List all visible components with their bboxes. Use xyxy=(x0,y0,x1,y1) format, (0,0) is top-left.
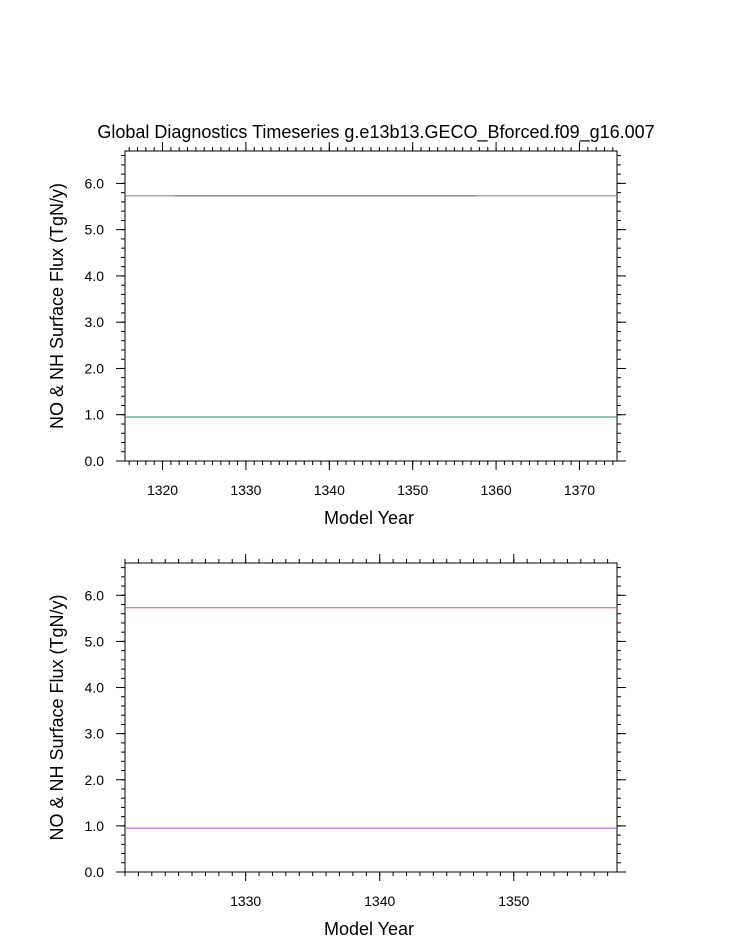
y-tick-label: 0.0 xyxy=(85,864,105,880)
y-tick-label: 5.0 xyxy=(85,222,105,238)
y-tick-label: 6.0 xyxy=(85,587,105,603)
x-tick-label: 1340 xyxy=(314,482,345,498)
y-tick-label: 1.0 xyxy=(85,407,105,423)
x-tick-label: 1340 xyxy=(364,893,395,909)
y-tick-label: 1.0 xyxy=(85,818,105,834)
x-axis-label: Model Year xyxy=(324,508,414,528)
y-tick-label: 0.0 xyxy=(85,453,105,469)
x-axis-label: Model Year xyxy=(324,919,414,939)
chart-1: Global Diagnostics Timeseries g.e13b13.G… xyxy=(47,122,655,528)
x-tick-label: 1360 xyxy=(481,482,512,498)
chart-title: Global Diagnostics Timeseries g.e13b13.G… xyxy=(97,122,654,143)
y-tick-label: 3.0 xyxy=(85,726,105,742)
y-tick-label: 4.0 xyxy=(85,268,105,284)
y-tick-label: 2.0 xyxy=(85,360,105,376)
x-tick-label: 1370 xyxy=(564,482,595,498)
x-tick-label: 1330 xyxy=(230,893,261,909)
y-tick-label: 5.0 xyxy=(85,633,105,649)
x-tick-label: 1350 xyxy=(498,893,529,909)
x-tick-label: 1320 xyxy=(147,482,178,498)
y-tick-label: 2.0 xyxy=(85,772,105,788)
plot-frame xyxy=(124,150,618,462)
y-tick-label: 3.0 xyxy=(85,314,105,330)
plot-frame xyxy=(124,562,618,873)
y-tick-label: 6.0 xyxy=(85,175,105,191)
chart-2: 1330 1340 1350 0.0 1.0 2.0 3.0 4.0 5.0 6.0 Model Y… xyxy=(47,554,626,939)
x-tick-label: 1350 xyxy=(397,482,428,498)
y-axis-label: NO & NH Surface Flux (TgN/y) xyxy=(47,594,67,840)
y-axis-label: NO & NH Surface Flux (TgN/y) xyxy=(47,183,67,429)
x-tick-label: 1330 xyxy=(230,482,261,498)
y-tick-label: 4.0 xyxy=(85,680,105,696)
